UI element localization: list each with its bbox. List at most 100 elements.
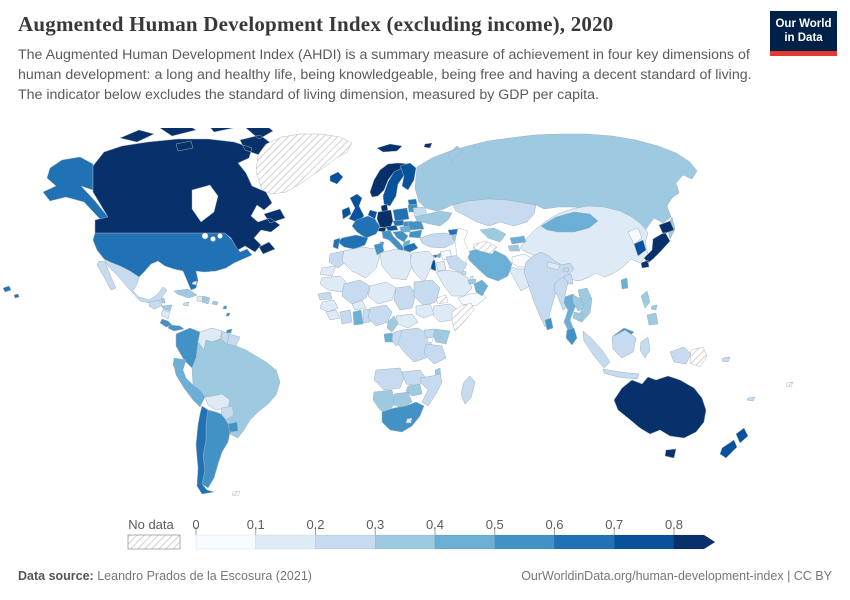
country-lesser-antilles[interactable] xyxy=(222,305,231,317)
country-cuba[interactable] xyxy=(173,288,198,299)
country-taiwan[interactable] xyxy=(620,277,629,290)
country-portugal[interactable] xyxy=(332,237,341,250)
country-new-zealand[interactable] xyxy=(719,427,749,459)
country-france[interactable] xyxy=(351,215,381,239)
country-trinidad-and-tobago[interactable] xyxy=(225,328,233,334)
country-algeria[interactable] xyxy=(341,246,381,279)
country-greenland[interactable] xyxy=(255,133,353,195)
country-chad[interactable] xyxy=(393,285,417,311)
country-tunisia[interactable] xyxy=(373,242,385,256)
country-laos[interactable] xyxy=(572,294,586,312)
country-nepal[interactable] xyxy=(546,261,561,271)
country-oman[interactable] xyxy=(473,279,489,297)
country-croatia-serbia[interactable] xyxy=(392,230,409,243)
country-sierra-leone-liberia[interactable] xyxy=(325,309,341,321)
country-bolivia[interactable] xyxy=(204,393,231,411)
country-madagascar[interactable] xyxy=(460,375,476,405)
country-lesotho[interactable] xyxy=(405,417,413,424)
country-south-sudan[interactable] xyxy=(415,303,435,319)
country-central-african-republic[interactable] xyxy=(395,313,419,329)
country-ukraine[interactable] xyxy=(414,210,453,227)
country-egypt[interactable] xyxy=(409,250,435,283)
country-angola[interactable] xyxy=(373,367,405,391)
country-eritrea[interactable] xyxy=(435,294,449,305)
country-solomon-islands[interactable] xyxy=(721,356,731,363)
country-poland[interactable] xyxy=(392,207,410,222)
legend-bin-0.5-0.6[interactable] xyxy=(494,534,555,550)
country-iceland[interactable] xyxy=(329,171,344,185)
country-austria[interactable] xyxy=(385,224,399,232)
country-fiji[interactable] xyxy=(785,381,794,388)
country-paraguay[interactable] xyxy=(220,405,235,421)
country-romania[interactable] xyxy=(407,220,425,231)
legend-bin-0-0.1[interactable] xyxy=(195,534,256,550)
country-belize[interactable] xyxy=(160,297,166,304)
country-kazakhstan[interactable] xyxy=(452,198,537,227)
legend-bin-0.4-0.5[interactable] xyxy=(434,534,495,550)
legend-bin-0.3-0.4[interactable] xyxy=(375,534,436,550)
country-kyrgyzstan[interactable] xyxy=(509,235,527,245)
country-new-caledonia[interactable] xyxy=(746,396,756,402)
country-mali[interactable] xyxy=(341,279,371,305)
country-turkmenistan[interactable] xyxy=(472,240,498,255)
country-saudi-arabia[interactable] xyxy=(435,269,473,297)
country-canada[interactable] xyxy=(92,128,286,255)
country-bulgaria[interactable] xyxy=(408,229,423,239)
country-guinea[interactable] xyxy=(319,299,339,313)
country-somalia[interactable] xyxy=(451,302,475,332)
country-tanzania[interactable] xyxy=(423,343,447,365)
country-united-arab-emirates[interactable] xyxy=(467,278,477,285)
country-tajikistan[interactable] xyxy=(507,244,521,252)
country-united-kingdom[interactable] xyxy=(348,193,365,223)
country-honduras[interactable] xyxy=(161,304,173,312)
country-papua-new-guinea[interactable] xyxy=(689,346,708,368)
country-australia[interactable] xyxy=(613,375,707,459)
country-ghana[interactable] xyxy=(352,309,364,326)
country-ireland[interactable] xyxy=(341,206,352,220)
legend-bin-0.8+[interactable] xyxy=(673,534,716,550)
country-mozambique[interactable] xyxy=(419,373,443,407)
country-bahamas[interactable] xyxy=(191,280,198,286)
country-sudan[interactable] xyxy=(413,279,441,307)
country-mexico[interactable] xyxy=(96,258,168,304)
country-spain[interactable] xyxy=(337,234,369,250)
legend-bin-0.1-0.2[interactable] xyxy=(255,534,316,550)
legend-bin-0.6-0.7[interactable] xyxy=(554,534,615,550)
country-western-sahara[interactable] xyxy=(319,265,337,277)
country-senegal[interactable] xyxy=(317,291,333,301)
country-indonesia[interactable] xyxy=(582,329,692,388)
country-libya[interactable] xyxy=(379,248,413,281)
country-nicaragua[interactable] xyxy=(160,309,171,320)
country-philippines[interactable] xyxy=(640,290,659,326)
country-kenya[interactable] xyxy=(432,328,451,345)
country-zimbabwe[interactable] xyxy=(405,383,423,397)
country-japan[interactable] xyxy=(640,220,675,269)
country-chile[interactable] xyxy=(195,405,215,495)
country-south-africa[interactable] xyxy=(381,401,425,433)
legend-bin-0.2-0.3[interactable] xyxy=(315,534,376,550)
country-sri-lanka[interactable] xyxy=(544,317,554,331)
country-mongolia[interactable] xyxy=(540,211,599,233)
country-mauritania[interactable] xyxy=(319,275,347,293)
country-cambodia[interactable] xyxy=(572,311,584,323)
country-north-korea[interactable] xyxy=(627,227,643,245)
country-niger[interactable] xyxy=(367,281,397,305)
country-yemen[interactable] xyxy=(457,291,487,307)
country-panama[interactable] xyxy=(167,324,185,332)
country-dominican-republic[interactable] xyxy=(201,295,211,305)
country-togo-benin[interactable] xyxy=(362,308,371,324)
country-gabon[interactable] xyxy=(383,332,394,343)
country-puerto-rico[interactable] xyxy=(211,300,219,306)
country-democratic-republic-of-congo[interactable] xyxy=(397,327,433,363)
country-guatemala[interactable] xyxy=(148,299,163,310)
country-kuwait[interactable] xyxy=(461,270,467,276)
country-burkina-faso[interactable] xyxy=(351,299,367,311)
owid-link[interactable]: OurWorldinData.org/human-development-ind… xyxy=(521,569,832,583)
legend-bin-0.7-0.8[interactable] xyxy=(614,534,675,550)
country-finland[interactable] xyxy=(399,162,417,191)
country-jamaica[interactable] xyxy=(182,301,190,307)
country-costa-rica[interactable] xyxy=(159,318,173,328)
country-lebanon[interactable] xyxy=(436,252,442,259)
country-jordan[interactable] xyxy=(435,260,447,272)
legend-no-data-swatch[interactable] xyxy=(127,534,181,550)
